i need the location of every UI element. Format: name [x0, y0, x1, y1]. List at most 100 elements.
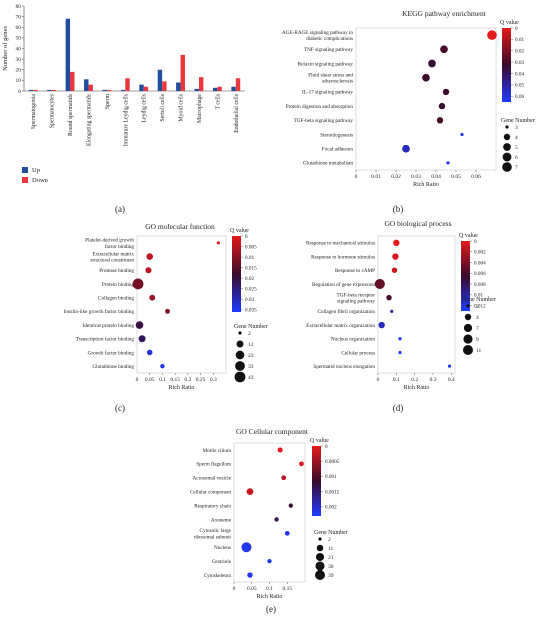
- x-tick-label: Leydig cells: [142, 93, 148, 122]
- category-label: TGF-beta signaling pathway: [294, 118, 354, 124]
- bar-up: [157, 69, 163, 91]
- data-point: [145, 267, 152, 274]
- size-legend-label: 39: [328, 573, 334, 579]
- size-legend-dot: [318, 537, 322, 541]
- size-legend-dot: [315, 561, 325, 571]
- x-axis-label: Rich Ratio: [257, 594, 283, 600]
- panel-d-biological-process-dotplot: GO biological process 0 0.1 0.2 0.3 0.4 Rich R…: [306, 219, 496, 391]
- data-point: [281, 475, 287, 481]
- colorbar-tick-label: 0.012: [474, 303, 486, 309]
- colorbar-tick-label: 0.03: [245, 297, 254, 303]
- x-tick-label: 0.1: [393, 377, 400, 383]
- x-axis-label: Rich Ratio: [169, 385, 195, 391]
- colorbar-tick-label: 0.001: [325, 474, 337, 480]
- bar-down: [88, 84, 93, 91]
- colorbar-tick-label: 0: [245, 234, 248, 240]
- x-tick-label: T cells: [215, 93, 221, 109]
- colorbar-tick-label: 0.002: [474, 250, 486, 256]
- data-point: [146, 253, 153, 260]
- legend-label-down: Down: [32, 177, 49, 184]
- size-legend-dot: [503, 143, 511, 151]
- size-legend-dot: [315, 570, 325, 580]
- x-tick-label: 0: [355, 174, 358, 180]
- panel-b-kegg-dotplot: KEGG pathway enrichment 0 0.01 0.02 0.03 0.04…: [282, 9, 535, 188]
- category-label: Axoneme: [211, 517, 232, 523]
- x-axis-label: Rich Ratio: [404, 385, 430, 391]
- x-tick-label: Sperm: [105, 94, 111, 110]
- size-legend-dot: [315, 552, 325, 562]
- data-point: [241, 542, 252, 553]
- chart-title: KEGG pathway enrichment: [402, 9, 487, 18]
- size-legend-label: 7: [476, 326, 479, 332]
- category-label: Protease binding: [99, 268, 134, 274]
- data-point: [288, 503, 293, 508]
- category-label: Nucleus organization: [331, 337, 376, 343]
- category-label: Centriole: [212, 559, 232, 565]
- data-point: [284, 530, 290, 536]
- bar-down: [51, 89, 57, 91]
- size-legend-title: Gene Number: [314, 530, 348, 536]
- colorbar-tick-label: 0.005: [245, 244, 257, 250]
- data-point: [390, 309, 394, 313]
- colorbar-tick-label: 0.035: [245, 308, 257, 314]
- colorbar-tick-label: 0.008: [474, 282, 486, 288]
- x-tick-label: 0: [233, 586, 236, 592]
- x-tick-label: 0.4: [448, 377, 455, 383]
- colorbar-title: Q value: [310, 438, 329, 444]
- category-label: Fluid shear stress and atherosclerosis: [308, 72, 353, 84]
- data-point: [149, 294, 156, 301]
- colorbar-tick-label: 0.002: [325, 505, 337, 511]
- bar-down: [106, 89, 112, 91]
- size-legend-dot: [464, 313, 472, 321]
- bar-down: [143, 86, 149, 91]
- bar-down: [180, 54, 185, 91]
- data-point: [146, 349, 153, 356]
- category-label: Identical protein binding: [83, 323, 135, 329]
- bar-up: [47, 89, 52, 91]
- x-tick-label: 0.2: [411, 377, 418, 383]
- size-legend-dot: [316, 544, 324, 552]
- data-point: [246, 488, 254, 496]
- data-point: [460, 132, 464, 137]
- colorbar-tick-label: 0.01: [474, 293, 483, 299]
- category-label: Growth factor binding: [88, 349, 135, 356]
- size-legend-label: 30: [328, 564, 334, 570]
- category-label: Extracellular matrix organization: [306, 323, 375, 329]
- colorbar-tick-label: 0.01: [515, 37, 524, 43]
- category-label: Cytoskeleton: [204, 573, 232, 579]
- bar-up: [84, 79, 89, 91]
- bar-up: [139, 84, 144, 91]
- size-legend-label: 7: [515, 165, 518, 171]
- size-legend-label: 4: [476, 315, 479, 321]
- x-tick-label: Spermatocytes: [50, 93, 56, 128]
- size-legend-dot: [502, 162, 512, 172]
- data-point: [132, 278, 144, 290]
- x-tick-label: Macrophage: [197, 94, 203, 123]
- category-label: Extracellular matrix structural constitue…: [90, 251, 134, 263]
- size-legend-title: Gene Number: [462, 297, 496, 303]
- bar-up: [231, 86, 236, 91]
- colorbar: [461, 241, 470, 311]
- category-label: Steroidogenesis: [320, 132, 353, 138]
- data-point: [160, 363, 165, 369]
- size-legend-title: Gene Number: [234, 324, 268, 330]
- size-legend-label: 3: [515, 125, 518, 131]
- x-tick-label: 0.15: [170, 377, 180, 383]
- bar-down: [125, 78, 130, 91]
- panel-label-b: (b): [393, 204, 404, 214]
- category-label: Protein binding: [102, 282, 135, 288]
- size-legend-label: 11: [476, 348, 482, 354]
- x-axis-label: Rich Ratio: [413, 182, 439, 188]
- colorbar-tick-label: 0.006: [474, 271, 486, 277]
- colorbar-title: Q value: [500, 20, 519, 26]
- chart-title: GO biological process: [384, 219, 451, 228]
- data-point: [436, 117, 444, 124]
- x-tick-label: Sertoli cells: [160, 93, 166, 121]
- data-point: [398, 337, 402, 341]
- x-tick-label: 0.06: [471, 174, 481, 180]
- data-point: [277, 447, 283, 453]
- data-point: [391, 267, 398, 273]
- data-point: [440, 45, 448, 54]
- size-legend-dot: [235, 361, 245, 371]
- x-tick-label: Elongating spermatids: [86, 93, 92, 146]
